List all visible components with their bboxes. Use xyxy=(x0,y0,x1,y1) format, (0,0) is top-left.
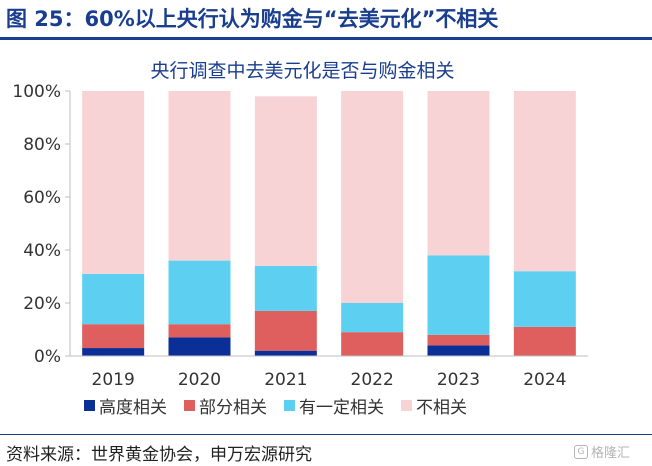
bar-2022-series-2 xyxy=(341,303,404,333)
legend-label: 不相关 xyxy=(416,397,467,418)
source-note: 资料来源：世界黄金协会，申万宏源研究 xyxy=(6,445,312,465)
y-tick-label: 80% xyxy=(23,135,61,155)
y-tick-label: 40% xyxy=(23,241,61,261)
bar-2020-series-0 xyxy=(168,337,231,356)
y-tick-label: 100% xyxy=(12,82,61,102)
y-tick-label: 0% xyxy=(34,347,61,367)
bar-2023-series-2 xyxy=(427,255,490,335)
legend-item: 有一定相关 xyxy=(284,393,384,418)
watermark-logo-icon: G xyxy=(574,444,588,459)
legend-swatch xyxy=(84,399,95,411)
footer-rule xyxy=(0,434,652,435)
x-tick-label: 2021 xyxy=(264,370,307,390)
x-tick-label: 2020 xyxy=(178,370,221,390)
bar-2022-series-1 xyxy=(341,332,404,356)
title-underline xyxy=(0,37,652,40)
chart-legend: 高度相关 部分相关 有一定相关 不相关 xyxy=(84,393,467,418)
legend-item: 部分相关 xyxy=(184,393,267,418)
bar-2023-series-3 xyxy=(427,91,490,256)
watermark: G 格隆汇 xyxy=(574,442,630,461)
bar-2020-series-3 xyxy=(168,91,231,261)
bar-2022-series-3 xyxy=(341,91,404,303)
bar-2021-series-1 xyxy=(254,310,317,351)
bar-2024-series-2 xyxy=(513,271,576,327)
bar-2019-series-3 xyxy=(82,91,145,274)
bar-2021-series-2 xyxy=(254,265,317,311)
x-tick-label: 2019 xyxy=(92,370,135,390)
x-tick-label: 2022 xyxy=(351,370,394,390)
bar-2020-series-2 xyxy=(168,260,231,325)
bar-2024-series-3 xyxy=(513,91,576,272)
figure-title: 图 25：60%以上央行认为购金与“去美元化”不相关 xyxy=(6,7,499,31)
bar-2019-series-0 xyxy=(82,348,145,356)
legend-label: 有一定相关 xyxy=(299,397,384,418)
bar-2019-series-2 xyxy=(82,273,145,325)
x-tick-label: 2024 xyxy=(523,370,566,390)
chart-title: 央行调查中去美元化是否与购金相关 xyxy=(150,60,455,82)
y-tick-label: 20% xyxy=(23,294,61,314)
bar-2023-series-0 xyxy=(427,345,490,356)
legend-label: 高度相关 xyxy=(99,397,167,418)
y-tick-label: 60% xyxy=(23,188,61,208)
bar-2021-series-3 xyxy=(254,96,317,266)
bar-2021-series-0 xyxy=(254,350,317,356)
watermark-text: 格隆汇 xyxy=(591,446,631,461)
bar-2019-series-1 xyxy=(82,324,145,349)
legend-swatch xyxy=(184,399,195,411)
x-tick-label: 2023 xyxy=(437,370,480,390)
legend-swatch xyxy=(401,399,412,411)
legend-swatch xyxy=(284,399,295,411)
bar-2020-series-1 xyxy=(168,324,231,338)
bar-2024-series-1 xyxy=(513,326,576,356)
legend-item: 高度相关 xyxy=(84,393,167,418)
bar-2023-series-1 xyxy=(427,334,490,346)
legend-label: 部分相关 xyxy=(199,397,267,418)
legend-item: 不相关 xyxy=(401,393,467,418)
